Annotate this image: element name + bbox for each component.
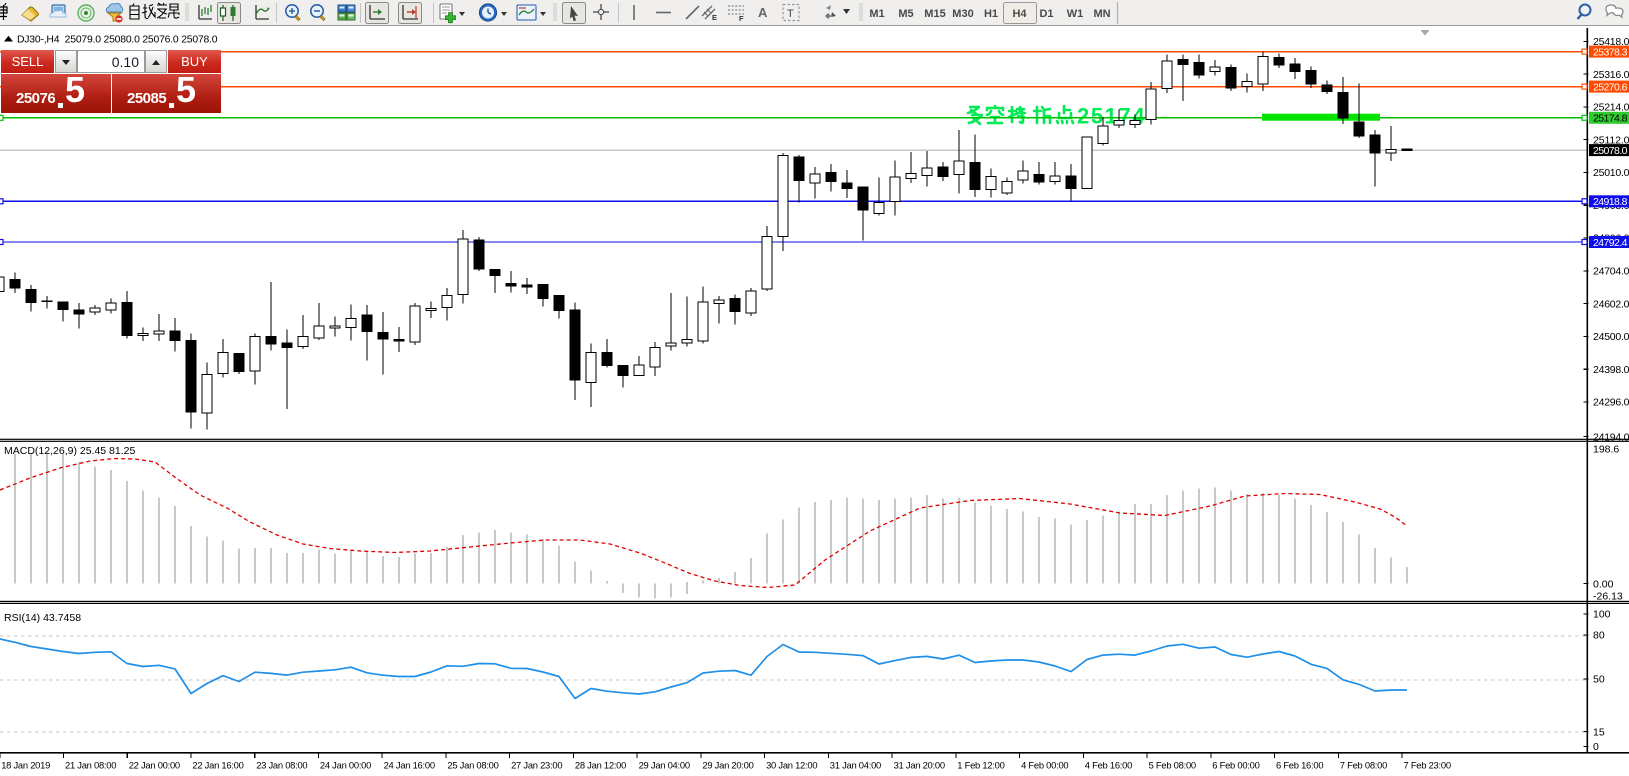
svg-text:27 Jan 23:00: 27 Jan 23:00 [511, 760, 562, 771]
svg-text:24296.0: 24296.0 [1593, 397, 1629, 409]
svg-text:A: A [758, 5, 768, 20]
svg-text:24398.0: 24398.0 [1593, 364, 1629, 376]
svg-text:21 Jan 08:00: 21 Jan 08:00 [65, 760, 116, 771]
svg-text:25112.0: 25112.0 [1593, 134, 1629, 146]
svg-text:F: F [739, 14, 744, 23]
svg-text:28 Jan 12:00: 28 Jan 12:00 [575, 760, 626, 771]
svg-text:30 Jan 12:00: 30 Jan 12:00 [766, 760, 817, 771]
svg-text:25174.8: 25174.8 [1593, 113, 1628, 125]
svg-text:24 Jan 00:00: 24 Jan 00:00 [320, 760, 371, 771]
svg-text:24792.4: 24792.4 [1593, 237, 1628, 249]
svg-text:H1: H1 [984, 8, 998, 20]
svg-text:22 Jan 00:00: 22 Jan 00:00 [129, 760, 180, 771]
svg-text:25418.0: 25418.0 [1593, 36, 1629, 48]
svg-text:T: T [787, 8, 794, 20]
svg-text:24918.8: 24918.8 [1593, 196, 1628, 208]
svg-text:24194.0: 24194.0 [1593, 431, 1629, 443]
svg-text:6 Feb 16:00: 6 Feb 16:00 [1276, 760, 1323, 771]
svg-text:24704.0: 24704.0 [1593, 266, 1629, 278]
svg-text:7 Feb 23:00: 7 Feb 23:00 [1404, 760, 1451, 771]
svg-text:-26.13: -26.13 [1593, 591, 1623, 603]
svg-text:100: 100 [1593, 609, 1611, 621]
svg-text:D1: D1 [1039, 8, 1053, 20]
svg-text:M1: M1 [869, 8, 884, 20]
svg-text:25078.0: 25078.0 [1593, 145, 1628, 157]
svg-text:MACD(12,26,9) 25.45 81.25: MACD(12,26,9) 25.45 81.25 [4, 445, 135, 457]
svg-text:25 Jan 08:00: 25 Jan 08:00 [447, 760, 498, 771]
svg-text:80: 80 [1593, 630, 1605, 642]
svg-text:15: 15 [1593, 726, 1605, 738]
svg-text:1 Feb 12:00: 1 Feb 12:00 [957, 760, 1004, 771]
svg-text:22 Jan 16:00: 22 Jan 16:00 [192, 760, 243, 771]
svg-text:31 Jan 04:00: 31 Jan 04:00 [830, 760, 881, 771]
svg-text:M30: M30 [952, 8, 973, 20]
svg-text:25378.3: 25378.3 [1593, 47, 1628, 59]
svg-text:7 Feb 08:00: 7 Feb 08:00 [1340, 760, 1387, 771]
svg-text:25010.0: 25010.0 [1593, 167, 1629, 179]
svg-text:24602.0: 24602.0 [1593, 298, 1629, 310]
svg-text:29 Jan 20:00: 29 Jan 20:00 [702, 760, 753, 771]
svg-text:5 Feb 08:00: 5 Feb 08:00 [1149, 760, 1196, 771]
svg-text:M15: M15 [924, 8, 945, 20]
svg-text:31 Jan 20:00: 31 Jan 20:00 [894, 760, 945, 771]
svg-text:4 Feb 16:00: 4 Feb 16:00 [1085, 760, 1132, 771]
svg-text:4 Feb 00:00: 4 Feb 00:00 [1021, 760, 1068, 771]
svg-text:25214.0: 25214.0 [1593, 102, 1629, 114]
svg-text:DJ30-,H4 25079.0 25080.0 2507: DJ30-,H4 25079.0 25080.0 25076.0 25078.0 [17, 35, 218, 46]
svg-text:M5: M5 [898, 8, 913, 20]
svg-text:50: 50 [1593, 674, 1605, 686]
svg-text:25316.0: 25316.0 [1593, 69, 1629, 81]
svg-text:6 Feb 00:00: 6 Feb 00:00 [1212, 760, 1259, 771]
svg-text:E: E [712, 13, 717, 22]
svg-text:W1: W1 [1067, 8, 1084, 20]
svg-text:0.00: 0.00 [1593, 578, 1614, 590]
svg-text:H4: H4 [1012, 8, 1027, 20]
svg-text:198.6: 198.6 [1593, 444, 1619, 456]
svg-text:RSI(14) 43.7458: RSI(14) 43.7458 [4, 612, 81, 624]
svg-text:25270.6: 25270.6 [1593, 82, 1628, 94]
svg-text:0: 0 [1593, 741, 1599, 753]
svg-text:18 Jan 2019: 18 Jan 2019 [1, 760, 50, 771]
svg-text:24500.0: 24500.0 [1593, 331, 1629, 343]
svg-text:29 Jan 04:00: 29 Jan 04:00 [639, 760, 690, 771]
svg-text:MN: MN [1093, 8, 1110, 20]
svg-text:24 Jan 16:00: 24 Jan 16:00 [384, 760, 435, 771]
svg-text:23 Jan 08:00: 23 Jan 08:00 [256, 760, 307, 771]
